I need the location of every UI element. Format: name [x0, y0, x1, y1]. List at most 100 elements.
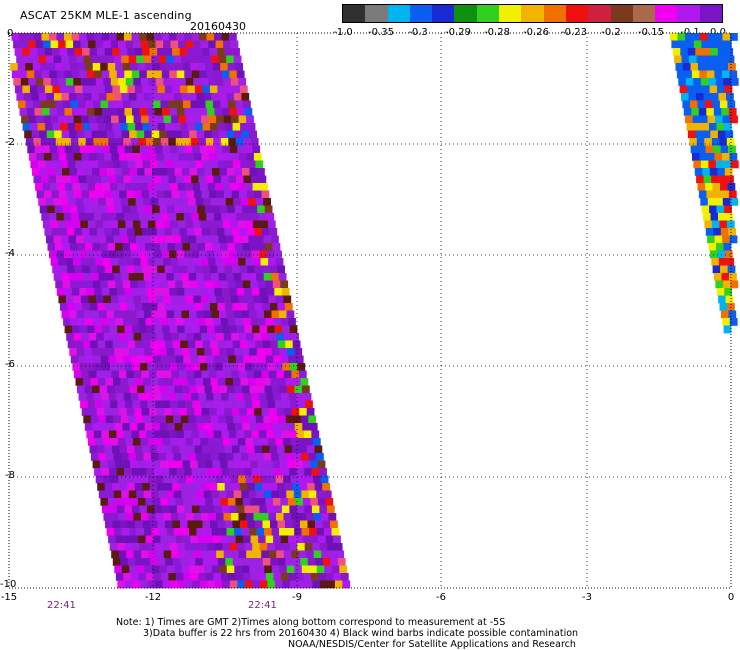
- swath-pixel: [81, 408, 90, 416]
- swath-pixel: [110, 400, 118, 409]
- swath-pixel: [248, 490, 257, 499]
- swath-pixel: [271, 310, 280, 319]
- swath-pixel: [66, 115, 74, 124]
- swath-pixel: [193, 333, 202, 341]
- swath-pixel: [26, 70, 35, 79]
- swath-pixel: [112, 160, 121, 169]
- swath-pixel: [131, 70, 140, 79]
- swath-pixel: [255, 198, 264, 206]
- swath-pixel: [184, 543, 193, 551]
- swath-pixel: [183, 430, 192, 439]
- swath-pixel: [43, 153, 52, 161]
- swath-pixel: [157, 303, 166, 311]
- swath-pixel: [239, 228, 248, 236]
- swath-pixel: [311, 430, 320, 439]
- swath-pixel: [216, 115, 224, 124]
- swath-pixel: [232, 160, 241, 169]
- swath-pixel: [134, 265, 143, 274]
- swath-pixel: [277, 445, 285, 454]
- swath-pixel: [166, 310, 175, 319]
- swath-pixel: [156, 333, 164, 341]
- swath-pixel: [160, 498, 169, 506]
- swath-pixel: [217, 340, 226, 349]
- swath-pixel: [165, 520, 173, 529]
- swath-pixel: [186, 370, 195, 379]
- swath-pixel: [221, 430, 230, 439]
- swath-pixel: [149, 483, 158, 491]
- swath-pixel: [122, 63, 131, 71]
- swath-pixel: [224, 228, 233, 236]
- swath-pixel: [83, 273, 92, 281]
- swath-pixel: [709, 250, 718, 259]
- swath-pixel: [179, 48, 188, 56]
- swath-pixel: [175, 535, 184, 544]
- swath-pixel: [283, 333, 292, 341]
- swath-pixel: [211, 310, 220, 319]
- swath-pixel: [281, 468, 290, 476]
- swath-pixel: [162, 400, 171, 409]
- swath-pixel: [183, 175, 192, 184]
- swath-pixel: [141, 408, 150, 416]
- swath-pixel: [104, 303, 113, 311]
- swath-pixel: [71, 70, 80, 79]
- swath-pixel: [252, 400, 261, 409]
- swath-pixel: [251, 430, 260, 439]
- swath-pixel: [139, 325, 148, 334]
- swath-pixel: [194, 48, 203, 56]
- swath-pixel: [726, 258, 735, 266]
- swath-pixel: [194, 483, 203, 491]
- swath-pixel: [176, 393, 184, 401]
- swath-pixel: [205, 318, 214, 326]
- swath-pixel: [255, 415, 264, 424]
- swath-pixel: [224, 85, 233, 94]
- y-tick-2: -4: [5, 248, 15, 259]
- swath-pixel: [122, 168, 130, 176]
- swath-pixel: [205, 535, 214, 544]
- swath-pixel: [253, 333, 262, 341]
- swath-pixel: [143, 415, 152, 424]
- swath-pixel: [256, 565, 265, 574]
- swath-pixel: [171, 190, 180, 199]
- swath-pixel: [68, 235, 77, 244]
- swath-pixel: [680, 48, 689, 56]
- swath-pixel: [121, 273, 129, 281]
- swath-pixel: [88, 295, 97, 304]
- swath-pixel: [115, 498, 124, 506]
- swath-pixel: [256, 235, 264, 244]
- swath-pixel: [16, 55, 24, 64]
- swath-pixel: [167, 498, 176, 506]
- swath-pixel: [218, 415, 227, 424]
- swath-pixel: [208, 40, 216, 49]
- swath-pixel: [233, 453, 242, 461]
- swath-pixel: [240, 340, 248, 349]
- swath-pixel: [154, 288, 163, 296]
- swath-pixel: [140, 220, 149, 229]
- swath-pixel: [37, 160, 46, 169]
- swath-pixel: [147, 325, 155, 334]
- swath-pixel: [137, 280, 146, 289]
- swath-pixel: [119, 408, 127, 416]
- swath-pixel: [136, 55, 144, 64]
- swath-pixel: [57, 145, 66, 154]
- swath-pixel: [233, 198, 241, 206]
- swath-pixel: [87, 220, 96, 229]
- swath-pixel: [720, 228, 729, 236]
- swath-pixel: [281, 393, 289, 401]
- swath-pixel: [208, 115, 217, 124]
- swath-pixel: [113, 93, 122, 101]
- swath-pixel: [240, 198, 249, 206]
- swath-pixel: [35, 183, 43, 191]
- swath-pixel: [215, 183, 223, 191]
- swath-pixel: [141, 333, 149, 341]
- swath-pixel: [35, 40, 44, 49]
- swath-pixel: [220, 355, 229, 364]
- swath-pixel: [138, 535, 146, 544]
- swath-pixel: [240, 160, 249, 169]
- swath-pixel: [263, 490, 272, 499]
- swath-pixel: [257, 168, 265, 176]
- swath-pixel: [271, 348, 280, 356]
- swath-pixel: [162, 145, 171, 154]
- swath-pixel: [112, 558, 121, 566]
- swath-pixel: [135, 160, 144, 169]
- swath-pixel: [266, 505, 275, 514]
